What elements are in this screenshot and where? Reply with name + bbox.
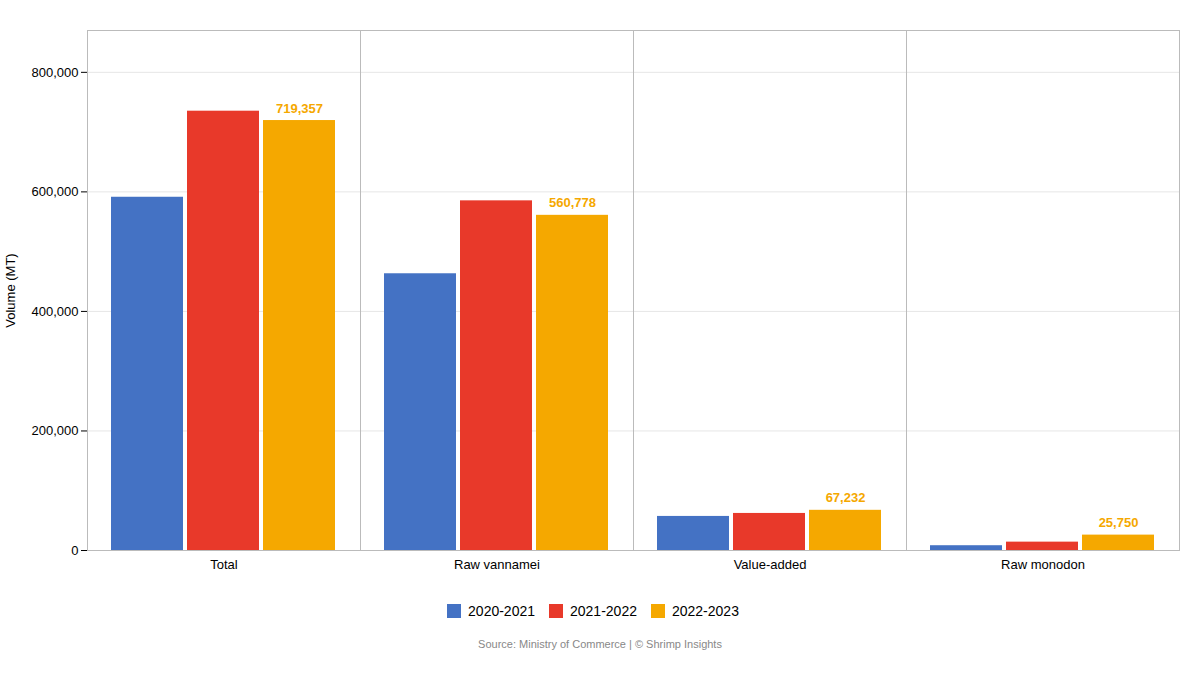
svg-text:Value-added: Value-added: [734, 557, 807, 572]
svg-text:Total: Total: [210, 557, 238, 572]
svg-text:25,750: 25,750: [1099, 515, 1139, 530]
svg-text:67,232: 67,232: [826, 490, 866, 505]
html-text:2020-2021: 2020-2021: [468, 602, 535, 619]
svg-text:800,000: 800,000: [32, 64, 79, 79]
svg-text:400,000: 400,000: [32, 304, 79, 319]
html-text:Source: Ministry of Commerce |: Source: Ministry of Commerce | © Shrimp …: [478, 638, 722, 650]
svg-text:600,000: 600,000: [32, 184, 79, 199]
svg-text:719,357: 719,357: [276, 101, 323, 116]
html-text:2021-2022: 2021-2022: [570, 602, 637, 619]
svg-text:200,000: 200,000: [32, 423, 79, 438]
svg-text:Raw vannamei: Raw vannamei: [454, 557, 540, 572]
svg-text:560,778: 560,778: [549, 195, 596, 210]
svg-text:0: 0: [71, 543, 78, 558]
html-text:2022-2023: 2022-2023: [672, 602, 739, 619]
svg-text:Volume (MT): Volume (MT): [3, 253, 18, 327]
svg-text:Raw monodon: Raw monodon: [1001, 557, 1085, 572]
